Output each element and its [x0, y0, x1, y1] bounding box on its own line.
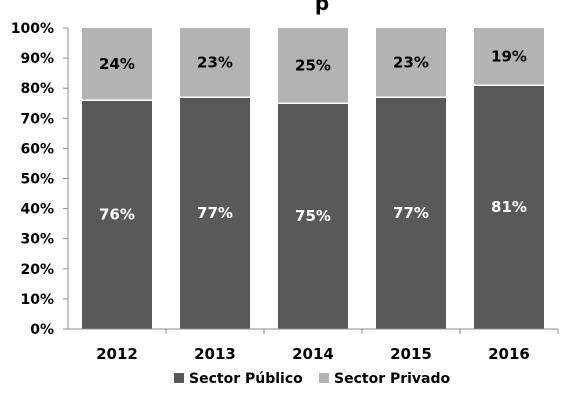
chart-title: p [315, 0, 329, 15]
y-tick-label: 40% [20, 202, 54, 218]
x-category-label: 2012 [96, 345, 138, 363]
y-tick-label: 10% [20, 292, 54, 308]
bars: 76% 24% 77% 23% 75% 25% 77% 23% 81% 19% [82, 28, 544, 330]
x-category-label: 2015 [390, 345, 432, 363]
bar-value-label: 23% [393, 54, 429, 72]
x-category-label: 2014 [292, 345, 334, 363]
legend: Sector Público Sector Privado [174, 371, 451, 387]
y-tick-label: 50% [20, 172, 54, 188]
bar-value-label: 77% [393, 204, 429, 222]
bar-segment-publico [474, 85, 544, 329]
y-tick-label: 80% [20, 81, 54, 97]
bar-value-label: 81% [491, 198, 527, 216]
bar-value-label: 75% [295, 207, 331, 225]
legend-label: Sector Privado [334, 371, 451, 387]
y-axis: 0% 10% 20% 30% 40% 50% 60% 70% 80% 90% 100% [11, 21, 69, 338]
bar-value-label: 19% [491, 48, 527, 66]
bar-value-label: 24% [99, 55, 135, 73]
bar-value-label: 25% [295, 57, 331, 75]
y-tick-label: 70% [20, 111, 54, 127]
bar-segment-publico [278, 103, 348, 329]
y-tick-label: 100% [11, 21, 54, 37]
bar-segment-publico [82, 100, 152, 330]
y-tick-label: 0% [30, 322, 54, 338]
bar-value-label: 77% [197, 204, 233, 222]
legend-label: Sector Público [189, 371, 303, 387]
bar-segment-publico [180, 97, 250, 329]
bar-segment-privado [180, 28, 250, 98]
legend-swatch [174, 373, 184, 383]
bar-segment-privado [82, 28, 152, 101]
x-category-label: 2013 [194, 345, 236, 363]
y-tick-label: 30% [20, 232, 54, 248]
bar-value-label: 23% [197, 54, 233, 72]
bar-segment-publico [376, 97, 446, 329]
bar-segment-privado [278, 28, 348, 104]
x-category-label: 2016 [488, 345, 530, 363]
y-tick-label: 90% [20, 51, 54, 67]
y-tick-label: 60% [20, 141, 54, 157]
bar-segment-privado [474, 28, 544, 86]
legend-swatch [319, 373, 329, 383]
y-tick-label: 20% [20, 262, 54, 278]
bar-value-label: 76% [99, 206, 135, 224]
x-axis: 2012 2013 2014 2015 2016 [68, 328, 559, 363]
bar-segment-privado [376, 28, 446, 98]
